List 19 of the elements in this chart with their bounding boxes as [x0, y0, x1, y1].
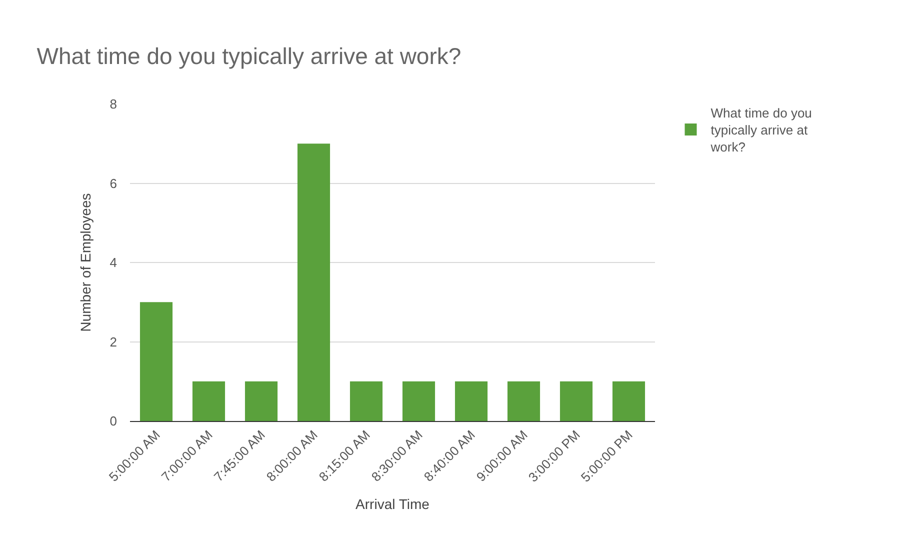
bar — [454, 381, 488, 421]
legend-label: What time do you typically arrive at work? — [710, 106, 812, 154]
bar — [560, 381, 593, 421]
bar — [244, 381, 278, 421]
bar — [192, 381, 226, 421]
bar — [297, 144, 330, 421]
y-tick-label: 4 — [110, 255, 117, 270]
chart-title: What time do you typically arrive at work? — [36, 42, 462, 69]
y-tick-label: 0 — [110, 414, 117, 429]
bar — [612, 381, 646, 421]
x-axis-title: Arrival Time — [356, 496, 430, 512]
bar — [507, 381, 540, 421]
bar — [350, 381, 383, 421]
bar — [140, 302, 173, 421]
y-tick-label: 8 — [110, 96, 117, 112]
y-tick-label: 6 — [110, 176, 117, 191]
bar — [402, 381, 436, 421]
y-axis-title: Number of Employees — [77, 193, 94, 332]
y-tick-label: 2 — [110, 334, 117, 350]
